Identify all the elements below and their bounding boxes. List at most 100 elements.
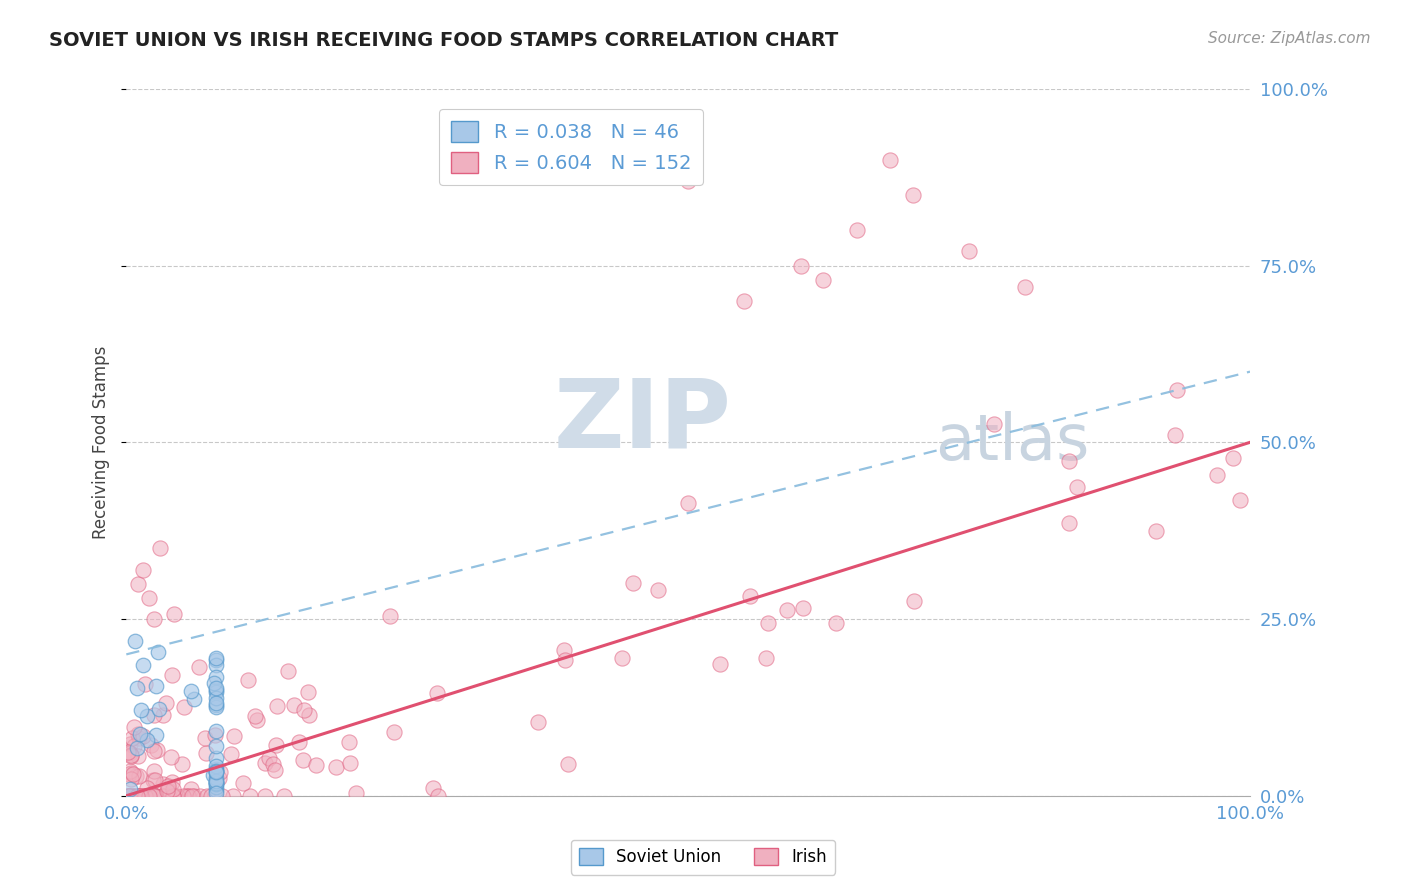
Point (205, 776, 228, 790)
Point (145, 679, 167, 693)
Point (118, 789, 141, 803)
Point (127, 576, 149, 591)
Point (138, 591, 160, 605)
Point (292, 753, 315, 767)
Point (709, 657, 731, 671)
Point (180, 782, 202, 797)
Point (117, 789, 139, 803)
Point (792, 601, 814, 615)
Point (136, 733, 159, 747)
Point (378, 608, 401, 623)
Point (120, 764, 142, 778)
Point (122, 767, 145, 781)
Point (128, 769, 150, 783)
Point (647, 583, 669, 598)
Point (143, 789, 166, 803)
Point (166, 789, 188, 803)
Point (125, 741, 148, 756)
Point (427, 789, 450, 803)
Point (209, 765, 232, 780)
Point (205, 684, 228, 698)
Point (149, 541, 172, 556)
Point (143, 773, 166, 788)
Point (901, 188, 924, 202)
Point (157, 779, 180, 793)
Point (129, 789, 152, 803)
Point (156, 782, 179, 797)
Point (205, 652, 228, 666)
Point (738, 590, 761, 604)
Point (127, 789, 149, 803)
Point (621, 576, 644, 591)
Point (426, 686, 449, 700)
Point (138, 789, 160, 803)
Legend: R = 0.038   N = 46, R = 0.604   N = 152: R = 0.038 N = 46, R = 0.604 N = 152 (440, 109, 703, 185)
Point (382, 724, 405, 739)
Y-axis label: Receiving Food Stamps: Receiving Food Stamps (93, 345, 110, 539)
Point (142, 744, 165, 758)
Point (120, 747, 142, 762)
Point (177, 789, 200, 803)
Point (156, 784, 179, 798)
Point (221, 747, 243, 761)
Point (122, 739, 145, 753)
Text: Source: ZipAtlas.com: Source: ZipAtlas.com (1208, 31, 1371, 46)
Point (115, 789, 138, 803)
Point (554, 652, 576, 666)
Point (131, 789, 153, 803)
Legend: Soviet Union, Irish: Soviet Union, Irish (571, 840, 835, 875)
Point (205, 783, 228, 797)
Point (143, 612, 166, 626)
Point (142, 789, 165, 803)
Point (288, 735, 311, 749)
Point (305, 758, 328, 772)
Point (845, 223, 868, 237)
Point (131, 789, 153, 803)
Point (224, 730, 246, 744)
Point (135, 789, 157, 803)
Point (118, 767, 141, 781)
Point (148, 702, 170, 716)
Point (422, 780, 444, 795)
Point (118, 746, 141, 760)
Point (145, 728, 167, 742)
Point (553, 643, 575, 657)
Point (141, 739, 163, 753)
Point (246, 713, 269, 727)
Point (1144, 524, 1167, 538)
Point (205, 751, 228, 765)
Point (143, 764, 166, 778)
Point (205, 764, 228, 778)
Point (755, 651, 778, 665)
Point (292, 703, 315, 717)
Point (135, 789, 157, 803)
Point (253, 789, 276, 803)
Point (146, 743, 169, 757)
Point (239, 789, 262, 803)
Text: ZIP: ZIP (554, 375, 731, 467)
Point (132, 789, 155, 803)
Point (129, 789, 152, 803)
Point (205, 786, 228, 800)
Point (205, 698, 228, 712)
Point (283, 698, 305, 712)
Point (174, 789, 197, 803)
Point (205, 758, 228, 772)
Point (128, 731, 150, 745)
Point (129, 702, 152, 716)
Point (118, 789, 141, 803)
Point (205, 780, 228, 795)
Point (146, 645, 169, 659)
Point (173, 699, 195, 714)
Point (132, 563, 155, 577)
Point (1166, 383, 1188, 397)
Point (145, 789, 167, 803)
Point (120, 772, 142, 786)
Point (205, 699, 228, 714)
Point (121, 789, 143, 803)
Point (152, 789, 174, 803)
Point (205, 764, 228, 779)
Point (205, 682, 228, 697)
Point (135, 780, 157, 795)
Point (165, 789, 187, 803)
